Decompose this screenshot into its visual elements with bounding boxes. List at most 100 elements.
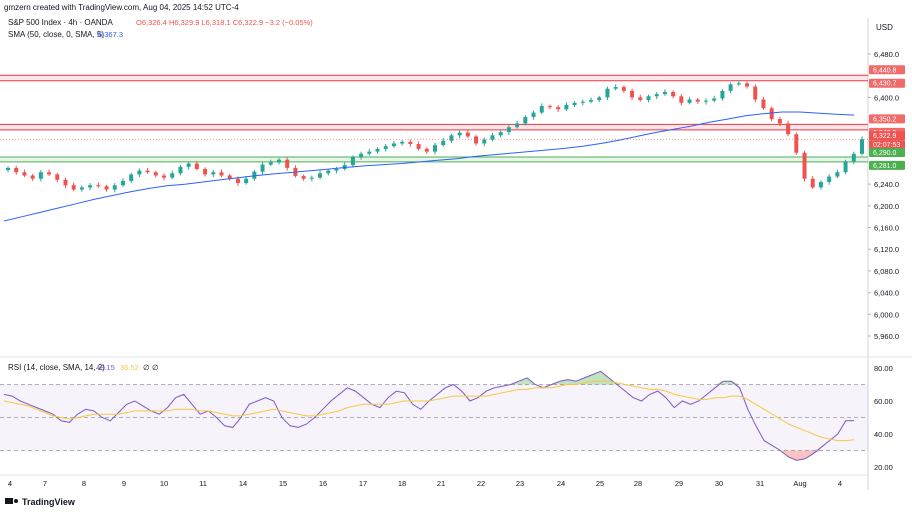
candle-body bbox=[679, 96, 684, 103]
time-tick-label: Aug bbox=[793, 479, 806, 488]
candle-body bbox=[761, 99, 766, 109]
candle-body bbox=[777, 119, 782, 124]
candle-body bbox=[769, 108, 774, 120]
candle-body bbox=[498, 132, 503, 136]
candle-body bbox=[695, 99, 700, 102]
candle-body bbox=[703, 100, 708, 102]
zone-resistance-0 bbox=[0, 75, 868, 81]
tv-logo-icon bbox=[5, 498, 13, 504]
rsi-oversold-fill bbox=[804, 450, 814, 459]
candle-body bbox=[457, 132, 462, 136]
candle-body bbox=[605, 88, 610, 98]
candle-body bbox=[301, 176, 306, 179]
rsi-tick-label: 20.00 bbox=[874, 463, 893, 472]
candle-body bbox=[104, 186, 109, 190]
price-tag-resistance: 6,430.7 bbox=[873, 81, 896, 88]
price-tick-label: 6,000.0 bbox=[874, 310, 899, 319]
candle-body bbox=[851, 153, 856, 162]
rsi-oversold-fill bbox=[796, 450, 805, 461]
rsi-overbought-fill bbox=[518, 377, 528, 385]
candle-body bbox=[835, 172, 840, 177]
ohlc-readout: O6,326.4 H6,329.9 L6,318.1 C6,322.9 −3.2… bbox=[136, 18, 313, 27]
credit-text: gmzern created with TradingView.com, Aug… bbox=[4, 3, 239, 12]
time-tick-label: 8 bbox=[82, 479, 86, 488]
candle-body bbox=[843, 161, 848, 173]
time-tick-label: 25 bbox=[596, 479, 604, 488]
price-tick-label: 6,160.0 bbox=[874, 224, 899, 233]
candle-body bbox=[523, 116, 528, 124]
candle-body bbox=[88, 185, 93, 188]
candle-body bbox=[515, 123, 520, 128]
candle-body bbox=[350, 157, 355, 166]
candle-body bbox=[227, 175, 232, 179]
candle-body bbox=[408, 141, 413, 145]
candle-body bbox=[654, 94, 659, 97]
candle-body bbox=[318, 173, 323, 178]
rsi-ma-line bbox=[3, 380, 855, 442]
candle-body bbox=[572, 102, 577, 105]
sma-polyline bbox=[3, 111, 855, 222]
time-tick-label: 22 bbox=[477, 479, 485, 488]
rsi-overbought-fill bbox=[731, 381, 740, 385]
tv-logo-text: TradingView bbox=[22, 497, 76, 507]
time-axis[interactable]: 4 7 8 9 10 11 14 15 16 17 18 21 22 23 24 25 28 29 30 31 Aug 4 bbox=[8, 479, 842, 488]
symbol-title: S&P 500 Index · 4h · OANDA bbox=[8, 18, 113, 27]
price-tag-bg-current bbox=[869, 131, 905, 141]
tradingview-logo[interactable]: TradingView bbox=[5, 497, 76, 507]
time-tick-label: 7 bbox=[43, 479, 47, 488]
rsi-overbought-fill bbox=[559, 379, 568, 385]
rsi-ma-value: 36.52 bbox=[120, 363, 139, 372]
price-tag-bg-resistance bbox=[869, 78, 905, 88]
price-tick-label: 6,400.0 bbox=[874, 93, 899, 102]
price-tick-label: 6,040.0 bbox=[874, 289, 899, 298]
candle-body bbox=[375, 148, 380, 152]
candle-body bbox=[334, 168, 339, 171]
candle-body bbox=[326, 170, 331, 174]
candle-body bbox=[753, 86, 758, 100]
candle-body bbox=[309, 177, 314, 179]
price-tag-resistance: 6,440.8 bbox=[873, 67, 896, 74]
time-tick-label: 4 bbox=[838, 479, 842, 488]
candle-body bbox=[112, 185, 117, 190]
candle-body bbox=[556, 107, 561, 110]
candle-body bbox=[137, 170, 142, 175]
candle-body bbox=[449, 135, 454, 141]
price-axis[interactable]: 6,480.06,400.06,320.06,240.06,200.06,160… bbox=[868, 50, 899, 341]
candle-body bbox=[211, 172, 216, 175]
price-zones bbox=[0, 74, 868, 163]
candle-body bbox=[662, 91, 667, 95]
candle-body bbox=[638, 97, 643, 101]
price-tick-label: 6,080.0 bbox=[874, 267, 899, 276]
price-tag-current: 6,322.9 bbox=[873, 133, 896, 140]
candle-body bbox=[71, 185, 76, 190]
tv-logo-dot bbox=[14, 499, 18, 503]
price-tick-label: 6,240.0 bbox=[874, 180, 899, 189]
time-tick-label: 23 bbox=[516, 479, 524, 488]
currency-label: USD bbox=[876, 23, 893, 32]
price-tag-bg-resistance bbox=[869, 65, 905, 75]
time-tick-label: 30 bbox=[715, 479, 723, 488]
time-tick-label: 9 bbox=[122, 479, 126, 488]
price-tag-bg-support bbox=[869, 160, 905, 170]
candle-body bbox=[482, 139, 487, 144]
candle-body bbox=[687, 99, 692, 103]
candle-body bbox=[860, 139, 864, 154]
candle-body bbox=[285, 159, 290, 168]
candle-body bbox=[564, 104, 569, 110]
candle-body bbox=[63, 179, 68, 186]
candle-body bbox=[712, 98, 717, 101]
candle-body bbox=[728, 84, 733, 91]
candle-body bbox=[613, 87, 618, 89]
candle-body bbox=[383, 146, 388, 149]
rsi-overbought-fill bbox=[600, 371, 609, 385]
time-tick-label: 18 bbox=[398, 479, 406, 488]
price-tag-support: 6,290.0 bbox=[873, 150, 896, 157]
candle-body bbox=[589, 100, 594, 102]
rsi-tick-label: 80.00 bbox=[874, 364, 893, 373]
candle-body bbox=[531, 112, 536, 117]
candle-body bbox=[621, 87, 626, 91]
candle-body bbox=[276, 159, 281, 163]
rsi-pane[interactable]: 80.00 60.00 40.00 20.00 bbox=[0, 364, 893, 472]
candle-body bbox=[203, 168, 208, 175]
